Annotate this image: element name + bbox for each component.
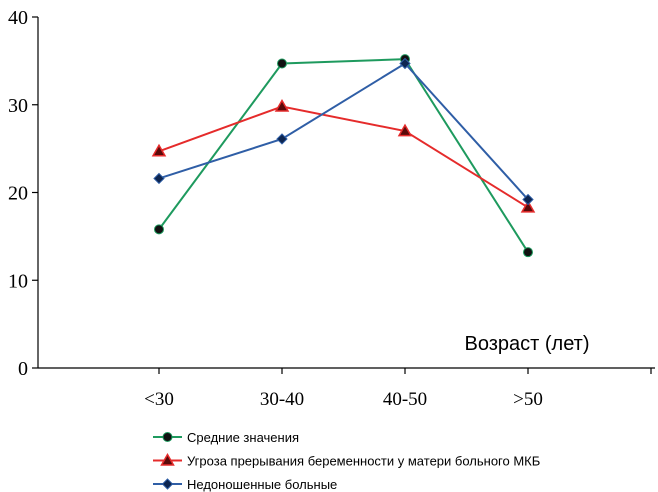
data-point-circle (523, 247, 533, 258)
axes (37, 17, 655, 369)
series-3 (153, 57, 534, 206)
data-point-diamond (522, 193, 534, 206)
data-point-circle (277, 58, 287, 69)
x-axis-ticks: <30 30-40 40-50 >50 (144, 368, 652, 410)
legend-label: Средние значения (187, 430, 299, 445)
legend: Средние значения Угроза прерывания береме… (153, 430, 540, 492)
x-tick-label: >50 (513, 389, 543, 410)
legend-label: Недоношенные больные (187, 477, 337, 492)
data-point-triangle (160, 452, 175, 466)
series-2 (151, 98, 536, 213)
data-point-triangle (397, 123, 413, 137)
legend-item: Средние значения (153, 430, 299, 445)
legend-item: Недоношенные больные (153, 477, 337, 492)
y-tick-label: 30 (8, 95, 28, 117)
data-point-diamond (161, 478, 174, 490)
x-tick-label: <30 (144, 389, 174, 410)
data-point-diamond (276, 133, 288, 145)
series-group (151, 54, 536, 258)
x-tick-label: 40-50 (383, 389, 427, 410)
series-line (158, 105, 529, 209)
legend-label: Угроза прерывания беременности у матери … (187, 454, 540, 469)
y-tick-label: 40 (8, 7, 28, 29)
series-1 (154, 54, 533, 258)
data-point-triangle (151, 143, 167, 157)
data-point-diamond (153, 172, 165, 185)
data-point-circle (162, 432, 173, 442)
y-tick-label: 0 (18, 358, 28, 380)
y-axis-ticks: 0 10 20 30 40 (8, 7, 38, 380)
y-tick-label: 10 (8, 270, 28, 292)
data-point-circle (154, 224, 164, 235)
data-point-triangle (274, 98, 290, 112)
data-point-triangle (520, 199, 536, 213)
y-tick-label: 20 (8, 183, 28, 205)
legend-item: Угроза прерывания беременности у матери … (153, 452, 540, 469)
series-line (158, 58, 529, 253)
series-line (158, 62, 529, 201)
x-tick-label: 30-40 (260, 389, 304, 410)
x-axis-label: Возраст (лет) (465, 333, 590, 355)
data-point-diamond (399, 57, 411, 70)
